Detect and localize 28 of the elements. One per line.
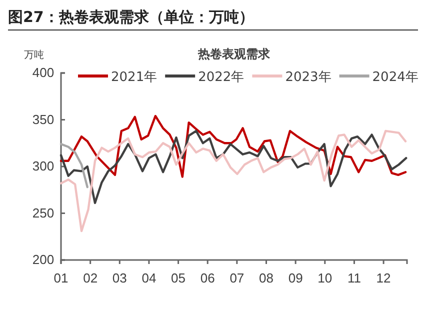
legend-label: 2023年 xyxy=(285,70,332,85)
legend-label: 2021年 xyxy=(111,70,158,85)
x-tick-label: 06 xyxy=(200,270,215,286)
y-tick-label: 200 xyxy=(32,252,54,268)
legend-label: 2022年 xyxy=(198,70,244,85)
line-series xyxy=(60,130,407,232)
y-tick-label: 350 xyxy=(32,112,54,127)
x-tick-label: 01 xyxy=(54,270,68,286)
x-tick-label: 10 xyxy=(318,270,332,286)
line-series xyxy=(60,114,407,178)
x-tick-label: 12 xyxy=(376,270,391,286)
chart-title: 图27：热卷表观需求（单位：万吨） xyxy=(8,8,254,26)
x-tick-label: 02 xyxy=(83,270,98,286)
x-tick-label: 04 xyxy=(142,270,156,286)
x-tick-label: 08 xyxy=(259,270,274,286)
line-series xyxy=(60,142,88,188)
line-series xyxy=(60,130,408,204)
x-tick-label: 05 xyxy=(171,270,186,286)
y-tick-label: 250 xyxy=(32,205,54,220)
y-axis-title: 万吨 xyxy=(24,49,44,61)
chart-subtitle: 热卷表观需求 xyxy=(197,47,271,61)
legend-label: 2024年 xyxy=(372,70,418,85)
x-tick-label: 09 xyxy=(288,270,303,286)
x-tick-label: 03 xyxy=(112,270,127,286)
y-tick-label: 300 xyxy=(32,158,54,174)
x-tick-label: 11 xyxy=(347,270,361,286)
x-tick-label: 07 xyxy=(230,270,244,286)
y-tick-label: 400 xyxy=(32,65,54,80)
